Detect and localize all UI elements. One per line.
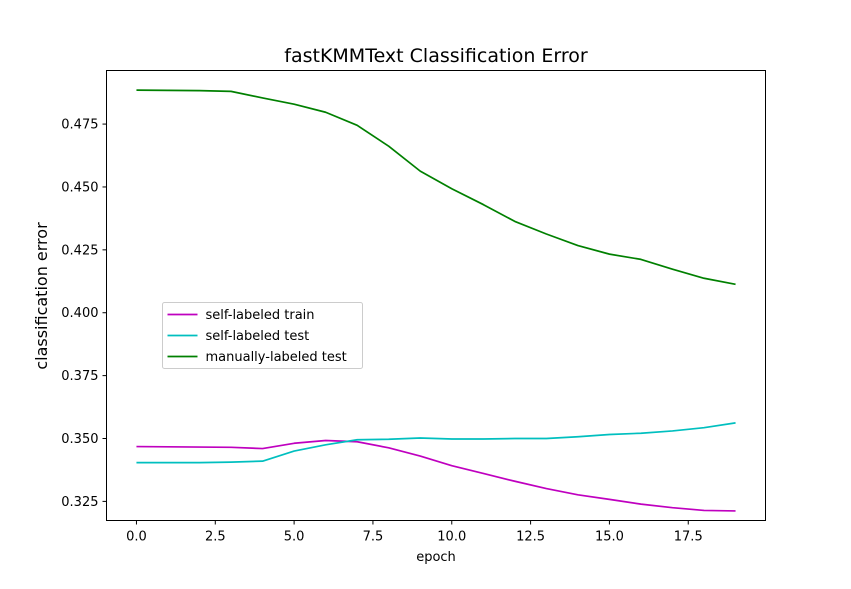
- x-axis-label: epoch: [416, 550, 456, 565]
- y-tick-label: 0.375: [61, 369, 98, 384]
- x-tick-label: 2.5: [205, 530, 226, 545]
- legend-label: manually-labeled test: [206, 350, 347, 365]
- legend: self-labeled train self-labeled test manua…: [162, 302, 363, 369]
- x-tick-label: 10.0: [437, 530, 466, 545]
- series-line-1: [136, 439, 736, 512]
- x-tick-label: 5.0: [284, 530, 305, 545]
- chart-title: fastKMMText Classification Error: [284, 45, 588, 67]
- x-tick-label: 12.5: [516, 530, 545, 545]
- series-line-3: [136, 89, 736, 286]
- y-axis-label: classification error: [32, 222, 51, 370]
- y-tick-label: 0.475: [61, 118, 98, 133]
- y-axis-ticks: 0.325 0.350 0.375 0.400 0.425 0.450 0.475: [61, 118, 107, 510]
- legend-label: self-labeled test: [206, 329, 310, 344]
- y-tick-label: 0.400: [61, 306, 98, 321]
- plot-frame: [106, 70, 766, 521]
- x-tick-label: 0.0: [126, 530, 147, 545]
- y-tick-label: 0.350: [61, 432, 98, 447]
- series-line-2: [136, 422, 736, 464]
- y-tick-label: 0.450: [61, 180, 98, 195]
- legend-label: self-labeled train: [206, 308, 315, 323]
- x-tick-label: 17.5: [674, 530, 703, 545]
- y-tick-label: 0.325: [61, 495, 98, 510]
- legend-box: [162, 302, 363, 369]
- x-axis-ticks: 0.0 2.5 5.0 7.5 10.0 12.5 15.0 17.5: [126, 520, 703, 545]
- x-tick-label: 7.5: [363, 530, 384, 545]
- x-tick-label: 15.0: [595, 530, 624, 545]
- series-layer: [136, 89, 736, 512]
- y-tick-label: 0.425: [61, 243, 98, 258]
